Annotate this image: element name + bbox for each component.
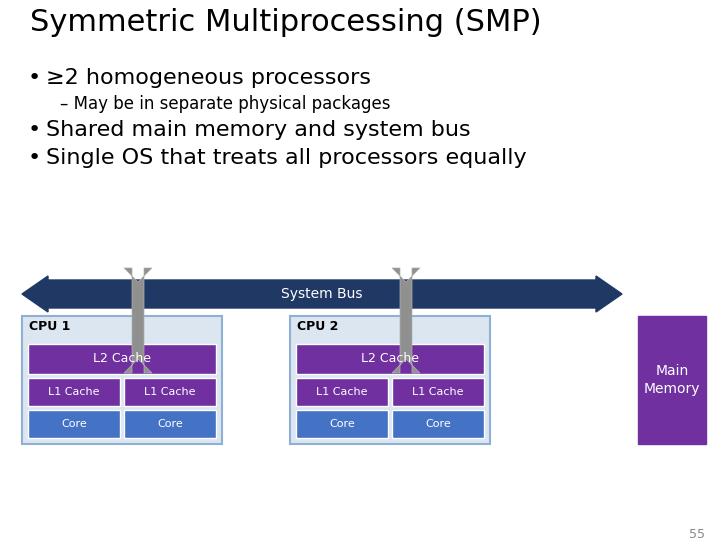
FancyBboxPatch shape <box>392 378 484 406</box>
Polygon shape <box>22 276 622 312</box>
Text: L1 Cache: L1 Cache <box>316 387 368 397</box>
Text: Core: Core <box>425 419 451 429</box>
FancyBboxPatch shape <box>124 410 216 438</box>
Text: •: • <box>28 148 41 168</box>
FancyBboxPatch shape <box>296 410 388 438</box>
Polygon shape <box>124 268 152 373</box>
Text: •: • <box>28 68 41 88</box>
Text: L1 Cache: L1 Cache <box>413 387 464 397</box>
FancyBboxPatch shape <box>28 410 120 438</box>
Text: – May be in separate physical packages: – May be in separate physical packages <box>60 95 390 113</box>
Text: CPU 2: CPU 2 <box>297 320 338 333</box>
Text: Core: Core <box>61 419 87 429</box>
Text: L2 Cache: L2 Cache <box>93 353 151 366</box>
Text: CPU 1: CPU 1 <box>29 320 71 333</box>
FancyBboxPatch shape <box>22 316 222 444</box>
Text: Shared main memory and system bus: Shared main memory and system bus <box>46 120 471 140</box>
Text: 55: 55 <box>689 528 705 540</box>
Text: Symmetric Multiprocessing (SMP): Symmetric Multiprocessing (SMP) <box>30 8 541 37</box>
Text: Single OS that treats all processors equally: Single OS that treats all processors equ… <box>46 148 526 168</box>
FancyBboxPatch shape <box>124 378 216 406</box>
FancyBboxPatch shape <box>290 316 490 444</box>
FancyBboxPatch shape <box>296 378 388 406</box>
Text: Main
Memory: Main Memory <box>644 364 701 396</box>
Text: ≥2 homogeneous processors: ≥2 homogeneous processors <box>46 68 371 88</box>
FancyBboxPatch shape <box>392 410 484 438</box>
Text: Core: Core <box>329 419 355 429</box>
Text: Core: Core <box>157 419 183 429</box>
Text: L1 Cache: L1 Cache <box>144 387 196 397</box>
FancyBboxPatch shape <box>296 344 484 374</box>
Text: System Bus: System Bus <box>282 287 363 301</box>
FancyBboxPatch shape <box>28 378 120 406</box>
FancyBboxPatch shape <box>28 344 216 374</box>
Text: •: • <box>28 120 41 140</box>
Polygon shape <box>392 268 420 373</box>
Text: L2 Cache: L2 Cache <box>361 353 419 366</box>
FancyBboxPatch shape <box>638 316 706 444</box>
Text: L1 Cache: L1 Cache <box>48 387 100 397</box>
